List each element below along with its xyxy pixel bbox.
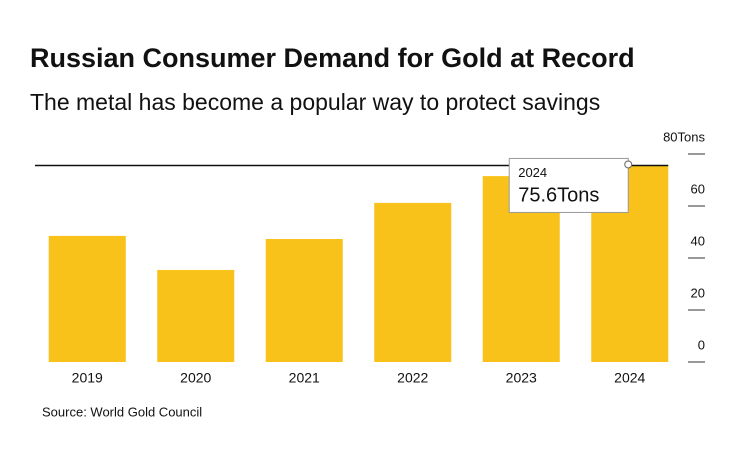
tooltip-category: 2024: [518, 165, 547, 180]
y-tick-label: 20: [691, 285, 705, 300]
bar: [48, 235, 126, 362]
bar: [157, 269, 235, 362]
x-tick-label: 2024: [614, 370, 645, 386]
y-tick-label: 80Tons: [663, 129, 705, 144]
x-tick-label: 2022: [397, 370, 428, 386]
bar: [265, 239, 343, 362]
x-tick-label: 2019: [72, 370, 103, 386]
y-tick-label: 40: [691, 233, 705, 248]
x-tick-label: 2020: [180, 370, 211, 386]
tooltip-box: [508, 157, 629, 213]
x-tick-label: 2023: [506, 370, 537, 386]
y-tick-label: 60: [691, 181, 705, 196]
tooltip-dot: [624, 160, 633, 169]
y-tick-label: 0: [698, 337, 705, 352]
chart-subtitle: The metal has become a popular way to pr…: [30, 89, 600, 115]
x-tick-label: 2021: [289, 370, 320, 386]
bar: [374, 202, 452, 362]
source: Source: World Gold Council: [42, 404, 202, 419]
chart-title: Russian Consumer Demand for Gold at Reco…: [30, 43, 635, 73]
value-label: 75.6Tons: [518, 185, 599, 207]
